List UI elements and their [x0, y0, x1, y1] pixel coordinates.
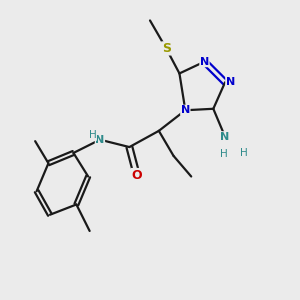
Text: O: O — [131, 169, 142, 182]
Text: N: N — [181, 105, 190, 115]
Text: H: H — [220, 149, 227, 159]
Text: H: H — [240, 148, 248, 158]
Text: N: N — [95, 135, 105, 145]
Text: N: N — [200, 57, 209, 67]
Text: N: N — [226, 77, 235, 87]
Text: S: S — [162, 42, 171, 55]
Text: N: N — [220, 132, 230, 142]
Text: H: H — [89, 130, 97, 140]
